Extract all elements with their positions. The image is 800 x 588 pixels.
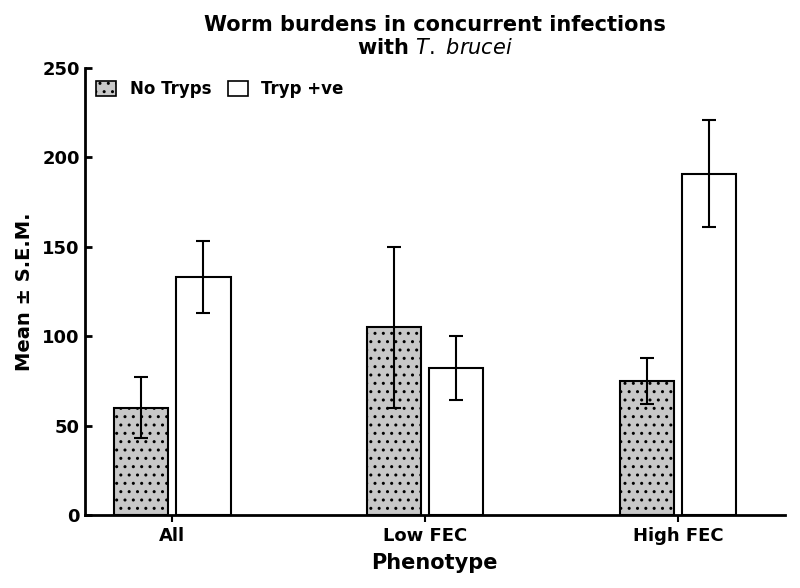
Title: Worm burdens in concurrent infections
with $\it{T.\ brucei}$: Worm burdens in concurrent infections wi… [204, 15, 666, 58]
Bar [114, 407, 168, 515]
Bar [682, 173, 736, 515]
Legend: No Tryps, Tryp +ve: No Tryps, Tryp +ve [90, 73, 350, 105]
Bar [366, 327, 422, 515]
Bar [429, 368, 483, 515]
Y-axis label: Mean ± S.E.M.: Mean ± S.E.M. [15, 212, 34, 370]
Bar [620, 381, 674, 515]
X-axis label: Phenotype: Phenotype [371, 553, 498, 573]
Bar [176, 277, 230, 515]
